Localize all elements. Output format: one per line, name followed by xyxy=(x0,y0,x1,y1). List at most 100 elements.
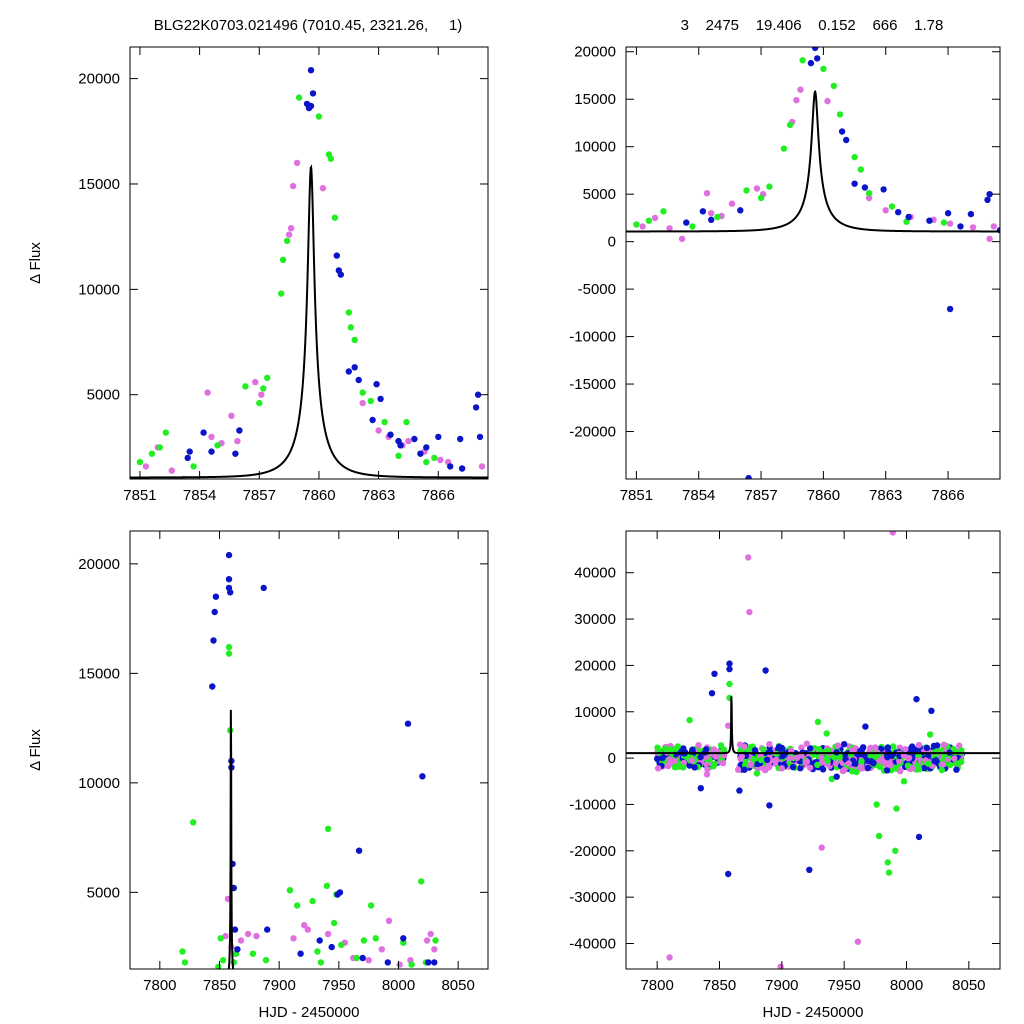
data-point-blue xyxy=(476,433,484,441)
left-title: BLG22K0703.021496 (7010.45, 2321.26, 1) xyxy=(154,17,463,34)
data-point-magenta xyxy=(797,86,804,93)
x-tick-label: 7851 xyxy=(620,487,653,504)
data-point-blue xyxy=(986,191,993,198)
y-tick-label: 20000 xyxy=(78,71,120,88)
data-point-green xyxy=(190,463,197,470)
data-point-blue xyxy=(351,364,358,371)
data-point-blue xyxy=(225,551,233,559)
band-point xyxy=(925,760,932,767)
data-point-green xyxy=(814,718,822,726)
data-point-magenta xyxy=(396,961,403,968)
data-point-magenta xyxy=(889,531,896,536)
data-point-magenta xyxy=(909,765,916,772)
model-curve xyxy=(626,90,1000,233)
data-point-green xyxy=(381,418,388,426)
data-point-green xyxy=(225,650,233,657)
band-point xyxy=(676,763,683,770)
x-tick-label: 8050 xyxy=(952,977,985,994)
data-point-green xyxy=(851,153,858,161)
band-point xyxy=(824,757,831,764)
band-point xyxy=(712,753,719,760)
data-point-blue xyxy=(811,47,819,52)
x-tick-label: 7850 xyxy=(203,977,236,994)
x-tick-label: 7866 xyxy=(931,487,964,504)
x-tick-label: 7854 xyxy=(682,487,715,504)
data-point-green xyxy=(242,383,249,390)
data-point-blue xyxy=(833,773,840,780)
data-point-green xyxy=(345,309,352,316)
data-point-blue xyxy=(404,720,412,727)
data-point-green xyxy=(766,183,773,190)
data-point-green xyxy=(148,450,156,457)
y-tick-label: 5000 xyxy=(87,884,120,901)
data-point-blue xyxy=(373,381,380,388)
data-point-blue xyxy=(862,723,869,730)
x-tick-label: 7851 xyxy=(123,487,156,504)
y-tick-label: 15000 xyxy=(78,665,120,682)
band-point xyxy=(857,765,864,772)
data-point-blue xyxy=(708,216,715,223)
band-point xyxy=(787,754,794,762)
band-point xyxy=(806,764,814,771)
data-point-green xyxy=(395,452,402,459)
data-point-blue xyxy=(260,584,267,592)
y-tick-label: 5000 xyxy=(87,387,120,404)
right-title: 3 2475 19.406 0.152 666 1.78 xyxy=(681,17,944,34)
data-point-green xyxy=(256,399,263,407)
data-point-magenta xyxy=(293,159,301,167)
band-point xyxy=(671,757,678,765)
data-point-magenta xyxy=(741,743,748,750)
data-point-green xyxy=(660,208,667,215)
data-point-blue xyxy=(397,442,404,449)
plot-area xyxy=(179,551,439,969)
data-point-green xyxy=(857,166,864,173)
band-point xyxy=(902,746,909,753)
x-tick-label: 7950 xyxy=(827,977,860,994)
data-point-magenta xyxy=(324,930,332,938)
data-point-magenta xyxy=(234,437,241,445)
data-point-magenta xyxy=(319,185,327,192)
data-point-blue xyxy=(741,766,748,773)
data-point-blue xyxy=(236,427,243,434)
band-point xyxy=(897,767,904,775)
data-point-blue xyxy=(225,576,233,583)
data-point-magenta xyxy=(168,467,175,474)
data-point-magenta xyxy=(708,210,715,217)
data-point-magenta xyxy=(228,412,235,419)
y-tick-label: 20000 xyxy=(574,657,616,674)
band-point xyxy=(863,757,870,764)
x-tick-label: 7850 xyxy=(703,977,736,994)
data-point-blue xyxy=(345,368,352,375)
data-point-green xyxy=(136,458,144,466)
data-point-magenta xyxy=(385,917,393,924)
data-point-blue xyxy=(778,744,785,752)
axes-frame xyxy=(129,530,489,970)
data-point-blue xyxy=(309,90,317,97)
y-axis-label: Δ Flux xyxy=(27,729,44,771)
data-point-green xyxy=(295,94,303,101)
data-point-green xyxy=(338,941,345,949)
band-point xyxy=(654,755,661,762)
y-tick-label: -5000 xyxy=(578,281,616,298)
data-point-green xyxy=(317,959,325,966)
band-point xyxy=(763,756,771,763)
band-point xyxy=(883,767,891,774)
data-point-magenta xyxy=(365,957,372,964)
data-point-green xyxy=(367,902,375,909)
data-point-green xyxy=(360,937,368,944)
band-point xyxy=(890,743,897,750)
data-point-blue xyxy=(691,764,698,771)
data-point-blue xyxy=(967,210,975,218)
data-point-green xyxy=(359,389,366,396)
data-point-green xyxy=(780,145,788,152)
band-point xyxy=(892,764,899,771)
data-point-magenta xyxy=(865,194,873,202)
data-point-green xyxy=(853,768,860,776)
y-tick-label: 0 xyxy=(608,750,616,767)
y-tick-label: -20000 xyxy=(569,843,616,860)
data-point-blue xyxy=(905,213,912,221)
data-point-magenta xyxy=(803,740,810,747)
data-point-blue xyxy=(417,450,424,457)
y-tick-label: -30000 xyxy=(569,889,616,906)
